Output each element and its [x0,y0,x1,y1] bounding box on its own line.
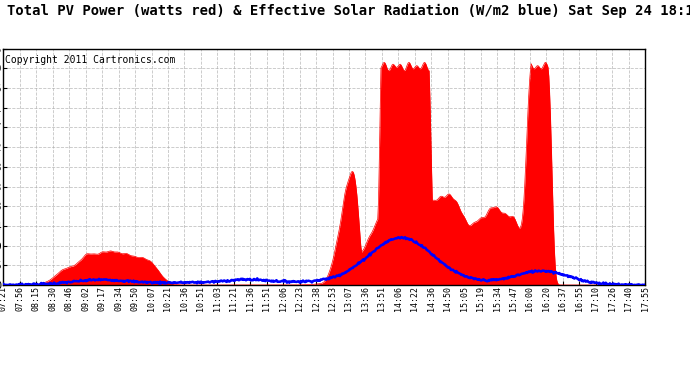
Text: Copyright 2011 Cartronics.com: Copyright 2011 Cartronics.com [5,55,175,64]
Text: Total PV Power (watts red) & Effective Solar Radiation (W/m2 blue) Sat Sep 24 18: Total PV Power (watts red) & Effective S… [7,4,690,18]
